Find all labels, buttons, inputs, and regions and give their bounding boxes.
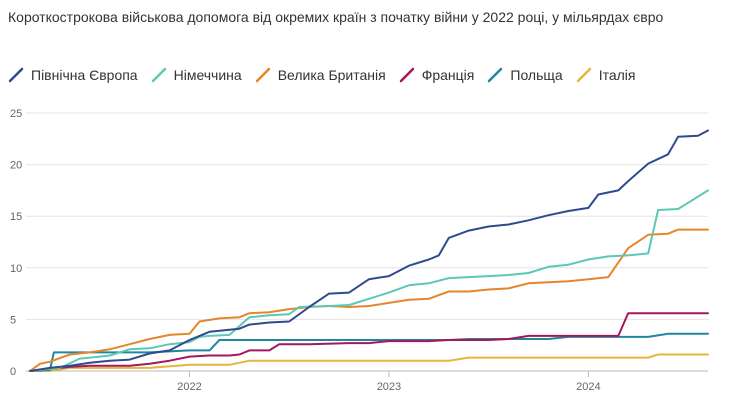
y-tick-label: 5 [10, 314, 16, 326]
legend-item: Італія [576, 66, 636, 84]
legend: Північна Європа Німеччина Велика Британія Ф… [8, 64, 732, 86]
legend-line-icon [255, 66, 273, 84]
legend-line-icon [487, 66, 505, 84]
x-tick-label: 2022 [177, 381, 201, 393]
legend-item: Велика Британія [255, 66, 386, 84]
legend-label: Франція [421, 67, 475, 83]
legend-line-icon [399, 66, 417, 84]
x-tick-label: 2023 [377, 381, 401, 393]
legend-item: Північна Європа [8, 66, 138, 84]
legend-label: Північна Європа [31, 67, 138, 83]
legend-line-icon [576, 66, 594, 84]
series-line-0 [29, 129, 709, 372]
legend-label: Італія [598, 67, 636, 83]
legend-line-icon [151, 66, 169, 84]
legend-item: Німеччина [151, 66, 242, 84]
y-tick-label: 10 [10, 263, 22, 275]
y-tick-label: 25 [10, 108, 22, 120]
legend-label: Польща [510, 67, 563, 83]
y-tick-label: 20 [10, 160, 22, 172]
y-tick-label: 0 [10, 366, 16, 378]
x-tick-label: 2024 [576, 381, 600, 393]
series-line-1 [29, 189, 709, 372]
legend-item: Польща [487, 66, 563, 84]
series-line-5 [29, 353, 709, 372]
series-line-2 [29, 228, 709, 372]
y-tick-label: 15 [10, 211, 22, 223]
legend-item: Франція [399, 66, 475, 84]
legend-label: Німеччина [173, 67, 242, 83]
series-line-3 [29, 312, 709, 372]
legend-label: Велика Британія [277, 67, 386, 83]
chart-title: Короткострокова військова допомога від о… [8, 9, 664, 25]
legend-line-icon [8, 66, 26, 84]
